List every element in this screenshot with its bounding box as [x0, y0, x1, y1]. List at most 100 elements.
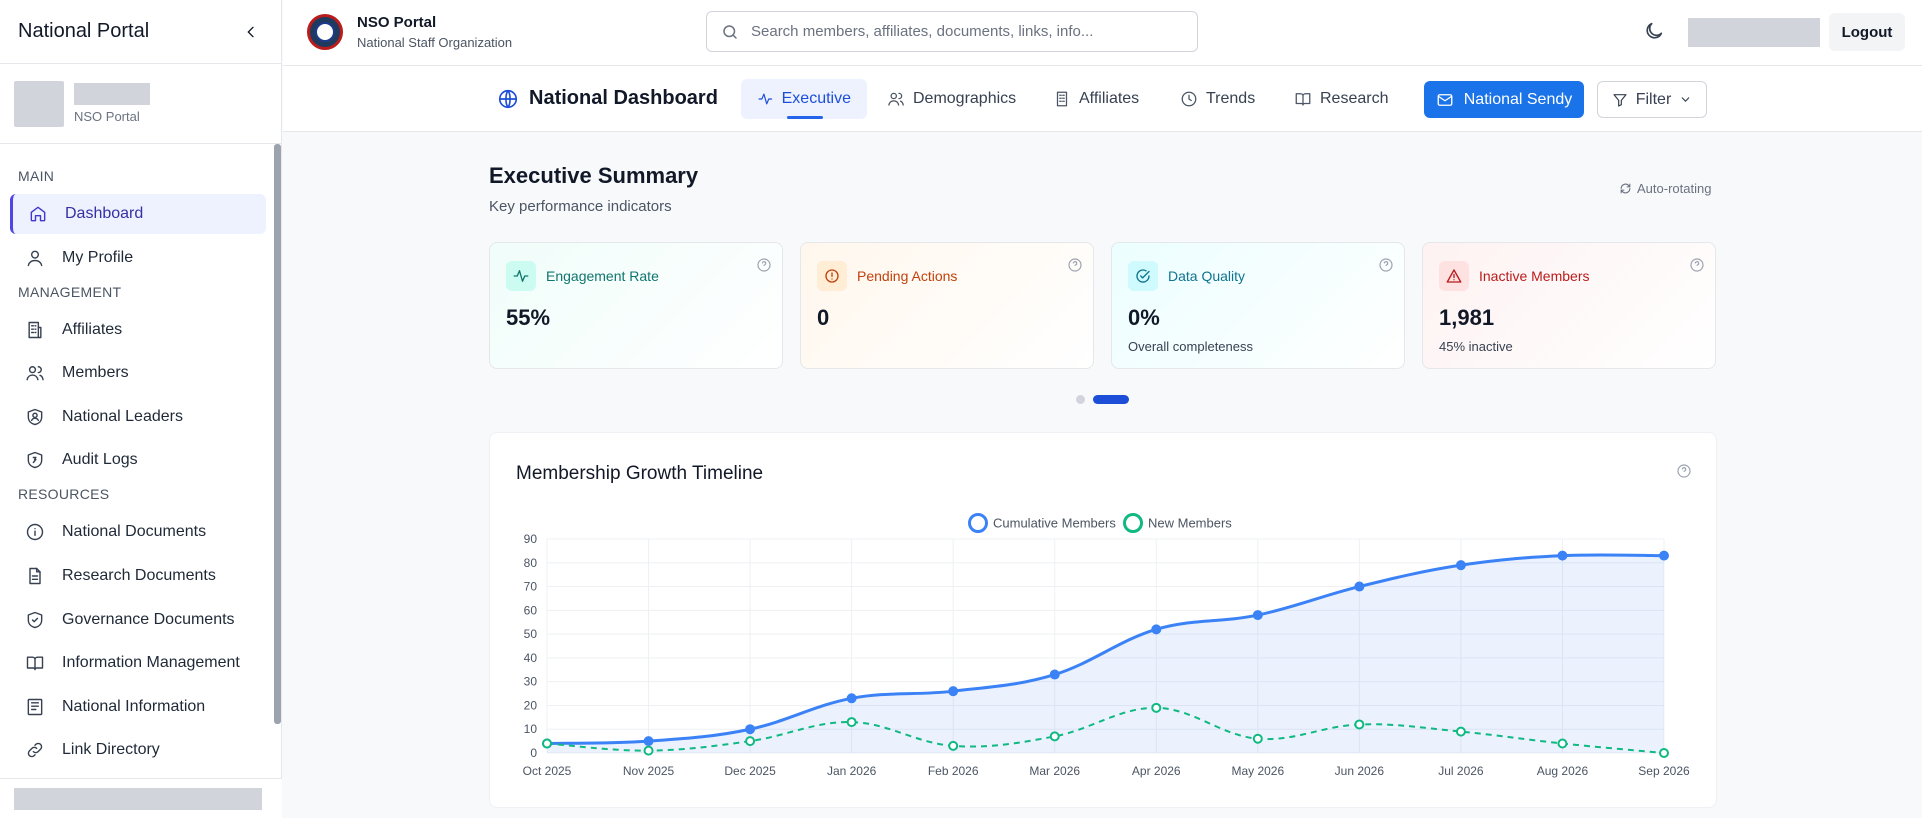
kpi-value: 0%	[1128, 305, 1160, 330]
legend-marker	[968, 513, 988, 533]
legend-label: New Members	[1148, 516, 1232, 531]
kpi-card-engagement-rate: Engagement Rate 55%	[489, 242, 783, 369]
sidebar-item-governance-documents[interactable]: Governance Documents	[10, 600, 266, 640]
nso-logo	[307, 14, 343, 50]
x-tick-label: Feb 2026	[928, 764, 979, 778]
y-tick-label: 30	[524, 675, 538, 689]
user-subtitle: NSO Portal	[74, 109, 140, 124]
help-circle-icon[interactable]	[1676, 463, 1692, 479]
tab-demographics[interactable]: Demographics	[871, 79, 1032, 119]
avatar	[14, 80, 64, 127]
x-tick-label: Oct 2025	[523, 764, 572, 778]
dashboard-nav: National Dashboard Executive Demographic…	[283, 66, 1922, 132]
new-members-point	[1557, 738, 1568, 749]
y-tick-label: 90	[524, 532, 538, 546]
y-tick-label: 40	[524, 651, 538, 665]
cumulative-members-point	[1659, 550, 1669, 561]
new-members-point	[948, 740, 959, 751]
new-members-point	[1151, 702, 1162, 713]
sidebar-item-my-profile[interactable]: My Profile	[10, 238, 266, 278]
cumulative-members-point	[1557, 550, 1568, 561]
kpi-card-inactive-members: Inactive Members 1,981 45% inactive	[1422, 242, 1716, 369]
sidebar: National Portal NSO Portal MAIN Dashboar…	[0, 0, 282, 818]
sidebar-item-label: Information Management	[62, 654, 240, 672]
search-box[interactable]	[706, 11, 1198, 52]
sidebar-item-audit-logs[interactable]: Audit Logs	[10, 440, 266, 480]
tab-research[interactable]: Research	[1278, 79, 1404, 119]
help-circle-icon[interactable]	[1378, 257, 1394, 273]
sidebar-item-national-information[interactable]: National Information	[10, 687, 266, 727]
globe-icon	[498, 89, 518, 108]
book-open-icon	[1295, 93, 1311, 106]
tab-label: Trends	[1206, 90, 1256, 107]
chevron-left-icon	[247, 26, 254, 37]
sidebar-item-national-leaders[interactable]: National Leaders	[10, 397, 266, 437]
sidebar-item-dashboard[interactable]: Dashboard	[10, 194, 266, 234]
link-icon	[24, 739, 46, 761]
clock-icon	[1181, 91, 1197, 107]
sidebar-item-label: Research Documents	[62, 566, 216, 584]
tab-label: Affiliates	[1079, 90, 1140, 107]
help-circle-icon[interactable]	[1689, 257, 1705, 273]
sidebar-nav: MAIN Dashboard My Profile MANAGEMENT Aff…	[0, 144, 276, 780]
tab-trends[interactable]: Trends	[1164, 79, 1271, 119]
shield-user-icon	[24, 406, 46, 428]
carousel-dot-2[interactable]	[1093, 395, 1129, 404]
sidebar-item-information-management[interactable]: Information Management	[10, 643, 266, 683]
logout-button[interactable]: Logout	[1829, 13, 1905, 51]
carousel-dot-1[interactable]	[1076, 395, 1085, 404]
sidebar-item-link-directory[interactable]: Link Directory	[10, 730, 266, 770]
collapse-sidebar-button[interactable]	[239, 20, 263, 44]
kpi-card-data-quality: Data Quality 0% Overall completeness	[1111, 242, 1405, 369]
tab-executive[interactable]: Executive	[741, 79, 867, 119]
y-tick-label: 10	[524, 722, 538, 736]
sidebar-scrollbar[interactable]	[274, 144, 281, 724]
footer-redacted	[14, 788, 262, 810]
kpi-card-pending-actions: Pending Actions 0	[800, 242, 1094, 369]
user-menu-redacted[interactable]	[1688, 18, 1820, 47]
new-members-point	[1049, 731, 1060, 742]
kpi-note: 45% inactive	[1439, 339, 1513, 354]
help-circle-icon[interactable]	[756, 257, 772, 273]
executive-summary-subtitle: Key performance indicators	[489, 198, 672, 215]
top-header: NSO Portal National Staff Organization L…	[283, 0, 1922, 66]
auto-rotating-toggle[interactable]: Auto-rotating	[1619, 181, 1711, 196]
new-members-point	[846, 717, 857, 728]
cumulative-members-point	[1151, 624, 1162, 635]
x-tick-label: Aug 2026	[1537, 764, 1589, 778]
x-tick-label: Apr 2026	[1132, 764, 1181, 778]
sidebar-footer	[0, 778, 282, 818]
help-circle-icon[interactable]	[1067, 257, 1083, 273]
sidebar-item-members[interactable]: Members	[10, 353, 266, 393]
alert-triangle-icon	[1439, 261, 1469, 291]
sidebar-item-label: My Profile	[62, 248, 134, 266]
cumulative-members-point	[643, 736, 654, 747]
y-tick-label: 70	[524, 580, 538, 594]
sidebar-item-research-documents[interactable]: Research Documents	[10, 556, 266, 596]
sidebar-item-label: Audit Logs	[62, 451, 138, 469]
kpi-note: Overall completeness	[1128, 339, 1253, 354]
x-tick-label: May 2026	[1231, 764, 1284, 778]
users-icon	[888, 92, 904, 106]
new-members-point	[1659, 748, 1669, 758]
new-members-point	[643, 745, 654, 756]
user-panel: NSO Portal	[0, 64, 281, 144]
sidebar-item-national-documents[interactable]: National Documents	[10, 512, 266, 552]
tab-affiliates[interactable]: Affiliates	[1037, 79, 1155, 119]
user-name-redacted	[74, 83, 150, 105]
brand-title: NSO Portal	[357, 14, 437, 31]
filter-button[interactable]: Filter	[1597, 81, 1707, 118]
sidebar-item-label: National Leaders	[62, 407, 183, 425]
national-sendy-button[interactable]: National Sendy	[1424, 81, 1584, 118]
sidebar-item-affiliates[interactable]: Affiliates	[10, 310, 266, 350]
activity-icon	[506, 261, 536, 291]
x-tick-label: Nov 2025	[623, 764, 675, 778]
check-circle-icon	[1128, 261, 1158, 291]
theme-toggle-button[interactable]	[1643, 20, 1667, 44]
x-tick-label: Sep 2026	[1638, 764, 1690, 778]
filter-label: Filter	[1635, 90, 1672, 108]
search-input[interactable]	[751, 23, 1171, 40]
kpi-value: 1,981	[1439, 305, 1495, 330]
cumulative-members-point	[846, 693, 857, 704]
legend-marker	[1123, 513, 1143, 533]
